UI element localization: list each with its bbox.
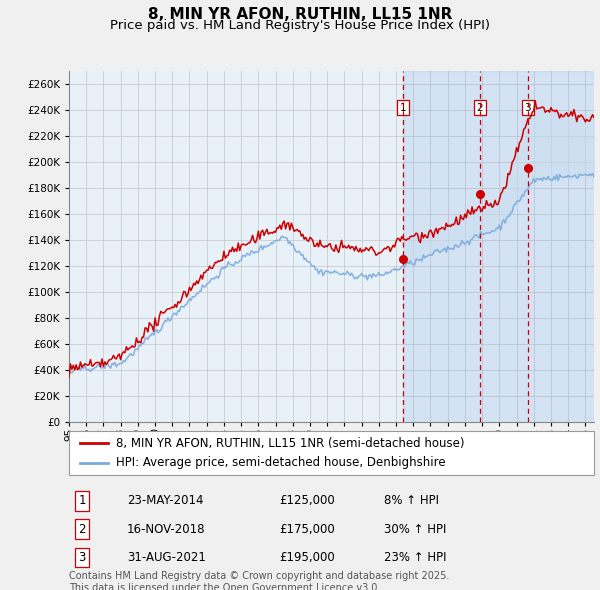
FancyBboxPatch shape — [69, 431, 594, 475]
Text: 30% ↑ HPI: 30% ↑ HPI — [384, 523, 446, 536]
Text: 8, MIN YR AFON, RUTHIN, LL15 1NR: 8, MIN YR AFON, RUTHIN, LL15 1NR — [148, 7, 452, 22]
Text: 2: 2 — [477, 103, 484, 113]
Text: 1: 1 — [79, 494, 86, 507]
Text: £175,000: £175,000 — [279, 523, 335, 536]
Text: 3: 3 — [524, 103, 531, 113]
Text: 2: 2 — [79, 523, 86, 536]
Text: 16-NOV-2018: 16-NOV-2018 — [127, 523, 205, 536]
Text: 8, MIN YR AFON, RUTHIN, LL15 1NR (semi-detached house): 8, MIN YR AFON, RUTHIN, LL15 1NR (semi-d… — [116, 437, 465, 450]
Text: Contains HM Land Registry data © Crown copyright and database right 2025.
This d: Contains HM Land Registry data © Crown c… — [69, 571, 449, 590]
Text: Price paid vs. HM Land Registry's House Price Index (HPI): Price paid vs. HM Land Registry's House … — [110, 19, 490, 32]
Text: £195,000: £195,000 — [279, 551, 335, 564]
Text: HPI: Average price, semi-detached house, Denbighshire: HPI: Average price, semi-detached house,… — [116, 456, 446, 469]
Text: £125,000: £125,000 — [279, 494, 335, 507]
Text: 23-MAY-2014: 23-MAY-2014 — [127, 494, 203, 507]
Text: 8% ↑ HPI: 8% ↑ HPI — [384, 494, 439, 507]
Text: 31-AUG-2021: 31-AUG-2021 — [127, 551, 206, 564]
Bar — [403, 71, 594, 422]
Text: 1: 1 — [400, 103, 406, 113]
Text: 23% ↑ HPI: 23% ↑ HPI — [384, 551, 446, 564]
Text: 3: 3 — [79, 551, 86, 564]
